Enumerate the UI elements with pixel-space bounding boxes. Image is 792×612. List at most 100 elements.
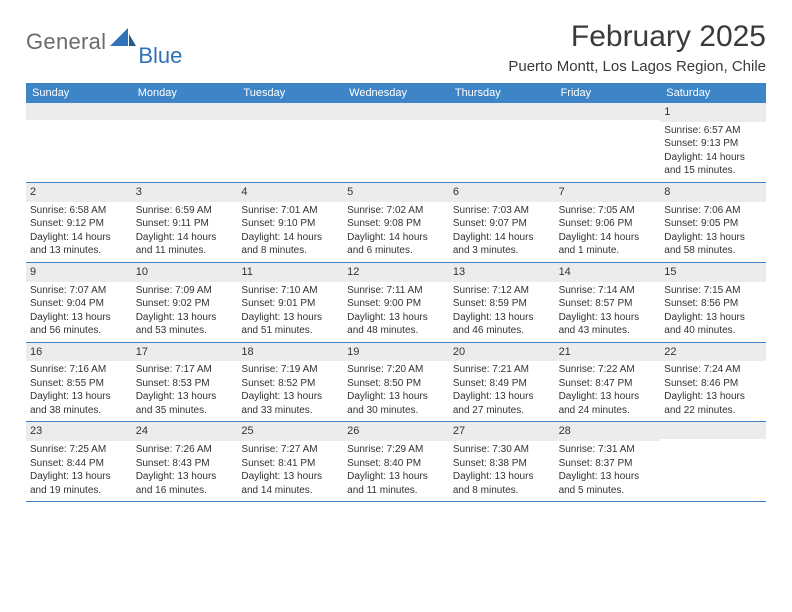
day-details: Sunrise: 7:02 AMSunset: 9:08 PMDaylight:… — [343, 202, 449, 262]
sunrise-text: Sunrise: 6:59 AM — [136, 204, 234, 218]
day-details: Sunrise: 7:06 AMSunset: 9:05 PMDaylight:… — [660, 202, 766, 262]
daylight-text: Daylight: 13 hours and 11 minutes. — [347, 470, 445, 497]
sunset-text: Sunset: 9:05 PM — [664, 217, 762, 231]
day-cell: 24Sunrise: 7:26 AMSunset: 8:43 PMDayligh… — [132, 422, 238, 501]
day-number: 9 — [26, 263, 132, 282]
week-row: 9Sunrise: 7:07 AMSunset: 9:04 PMDaylight… — [26, 263, 766, 343]
weekday-header: Friday — [555, 83, 661, 103]
daylight-text: Daylight: 14 hours and 15 minutes. — [664, 151, 762, 178]
day-cell: 17Sunrise: 7:17 AMSunset: 8:53 PMDayligh… — [132, 343, 238, 422]
sunrise-text: Sunrise: 7:05 AM — [559, 204, 657, 218]
sunset-text: Sunset: 9:02 PM — [136, 297, 234, 311]
day-number: 6 — [449, 183, 555, 202]
day-details: Sunrise: 7:25 AMSunset: 8:44 PMDaylight:… — [26, 441, 132, 501]
day-details: Sunrise: 7:10 AMSunset: 9:01 PMDaylight:… — [237, 282, 343, 342]
day-number: 11 — [237, 263, 343, 282]
calendar-page: General Blue February 2025 Puerto Montt,… — [0, 0, 792, 522]
day-number — [343, 103, 449, 120]
logo-text-general: General — [26, 29, 106, 55]
day-number: 16 — [26, 343, 132, 362]
sunset-text: Sunset: 9:07 PM — [453, 217, 551, 231]
day-details: Sunrise: 7:09 AMSunset: 9:02 PMDaylight:… — [132, 282, 238, 342]
logo: General Blue — [26, 20, 184, 55]
daylight-text: Daylight: 13 hours and 5 minutes. — [559, 470, 657, 497]
sunset-text: Sunset: 8:56 PM — [664, 297, 762, 311]
day-number: 10 — [132, 263, 238, 282]
day-cell — [555, 103, 661, 182]
day-cell: 12Sunrise: 7:11 AMSunset: 9:00 PMDayligh… — [343, 263, 449, 342]
day-details: Sunrise: 7:11 AMSunset: 9:00 PMDaylight:… — [343, 282, 449, 342]
day-number: 26 — [343, 422, 449, 441]
week-row: 2Sunrise: 6:58 AMSunset: 9:12 PMDaylight… — [26, 183, 766, 263]
sunrise-text: Sunrise: 7:06 AM — [664, 204, 762, 218]
logo-sail-icon — [110, 28, 136, 55]
sunrise-text: Sunrise: 7:02 AM — [347, 204, 445, 218]
sunset-text: Sunset: 8:50 PM — [347, 377, 445, 391]
weekday-header: Tuesday — [237, 83, 343, 103]
day-number — [660, 422, 766, 439]
day-number: 25 — [237, 422, 343, 441]
day-cell: 26Sunrise: 7:29 AMSunset: 8:40 PMDayligh… — [343, 422, 449, 501]
day-cell — [449, 103, 555, 182]
day-cell — [132, 103, 238, 182]
daylight-text: Daylight: 13 hours and 56 minutes. — [30, 311, 128, 338]
day-number: 20 — [449, 343, 555, 362]
day-details: Sunrise: 7:24 AMSunset: 8:46 PMDaylight:… — [660, 361, 766, 421]
day-number: 15 — [660, 263, 766, 282]
day-details: Sunrise: 7:31 AMSunset: 8:37 PMDaylight:… — [555, 441, 661, 501]
day-cell: 8Sunrise: 7:06 AMSunset: 9:05 PMDaylight… — [660, 183, 766, 262]
weekday-header: Wednesday — [343, 83, 449, 103]
day-number: 2 — [26, 183, 132, 202]
daylight-text: Daylight: 13 hours and 38 minutes. — [30, 390, 128, 417]
weekday-header: Sunday — [26, 83, 132, 103]
day-details: Sunrise: 7:15 AMSunset: 8:56 PMDaylight:… — [660, 282, 766, 342]
day-details: Sunrise: 7:16 AMSunset: 8:55 PMDaylight:… — [26, 361, 132, 421]
title-block: February 2025 Puerto Montt, Los Lagos Re… — [508, 20, 766, 75]
sunset-text: Sunset: 8:40 PM — [347, 457, 445, 471]
day-number: 3 — [132, 183, 238, 202]
weekday-header-row: SundayMondayTuesdayWednesdayThursdayFrid… — [26, 83, 766, 103]
daylight-text: Daylight: 14 hours and 1 minute. — [559, 231, 657, 258]
daylight-text: Daylight: 13 hours and 53 minutes. — [136, 311, 234, 338]
daylight-text: Daylight: 13 hours and 19 minutes. — [30, 470, 128, 497]
daylight-text: Daylight: 13 hours and 51 minutes. — [241, 311, 339, 338]
day-cell: 7Sunrise: 7:05 AMSunset: 9:06 PMDaylight… — [555, 183, 661, 262]
sunset-text: Sunset: 9:01 PM — [241, 297, 339, 311]
day-number: 8 — [660, 183, 766, 202]
header: General Blue February 2025 Puerto Montt,… — [26, 20, 766, 75]
day-cell: 6Sunrise: 7:03 AMSunset: 9:07 PMDaylight… — [449, 183, 555, 262]
daylight-text: Daylight: 13 hours and 24 minutes. — [559, 390, 657, 417]
day-cell: 28Sunrise: 7:31 AMSunset: 8:37 PMDayligh… — [555, 422, 661, 501]
sunrise-text: Sunrise: 7:15 AM — [664, 284, 762, 298]
day-details: Sunrise: 7:29 AMSunset: 8:40 PMDaylight:… — [343, 441, 449, 501]
sunrise-text: Sunrise: 6:58 AM — [30, 204, 128, 218]
day-cell: 16Sunrise: 7:16 AMSunset: 8:55 PMDayligh… — [26, 343, 132, 422]
day-details: Sunrise: 7:19 AMSunset: 8:52 PMDaylight:… — [237, 361, 343, 421]
sunset-text: Sunset: 8:49 PM — [453, 377, 551, 391]
daylight-text: Daylight: 13 hours and 43 minutes. — [559, 311, 657, 338]
sunrise-text: Sunrise: 7:27 AM — [241, 443, 339, 457]
day-details: Sunrise: 7:07 AMSunset: 9:04 PMDaylight:… — [26, 282, 132, 342]
day-cell: 27Sunrise: 7:30 AMSunset: 8:38 PMDayligh… — [449, 422, 555, 501]
day-details: Sunrise: 7:01 AMSunset: 9:10 PMDaylight:… — [237, 202, 343, 262]
day-details: Sunrise: 6:59 AMSunset: 9:11 PMDaylight:… — [132, 202, 238, 262]
day-number: 27 — [449, 422, 555, 441]
daylight-text: Daylight: 13 hours and 35 minutes. — [136, 390, 234, 417]
week-row: 16Sunrise: 7:16 AMSunset: 8:55 PMDayligh… — [26, 343, 766, 423]
day-cell: 15Sunrise: 7:15 AMSunset: 8:56 PMDayligh… — [660, 263, 766, 342]
sunset-text: Sunset: 8:44 PM — [30, 457, 128, 471]
day-number: 1 — [660, 103, 766, 122]
location-label: Puerto Montt, Los Lagos Region, Chile — [508, 58, 766, 75]
day-cell: 23Sunrise: 7:25 AMSunset: 8:44 PMDayligh… — [26, 422, 132, 501]
week-row: 1Sunrise: 6:57 AMSunset: 9:13 PMDaylight… — [26, 103, 766, 183]
sunrise-text: Sunrise: 7:22 AM — [559, 363, 657, 377]
day-number — [26, 103, 132, 120]
sunset-text: Sunset: 9:00 PM — [347, 297, 445, 311]
daylight-text: Daylight: 13 hours and 16 minutes. — [136, 470, 234, 497]
sunset-text: Sunset: 8:38 PM — [453, 457, 551, 471]
sunset-text: Sunset: 8:57 PM — [559, 297, 657, 311]
daylight-text: Daylight: 13 hours and 40 minutes. — [664, 311, 762, 338]
daylight-text: Daylight: 13 hours and 8 minutes. — [453, 470, 551, 497]
daylight-text: Daylight: 13 hours and 27 minutes. — [453, 390, 551, 417]
day-number — [132, 103, 238, 120]
